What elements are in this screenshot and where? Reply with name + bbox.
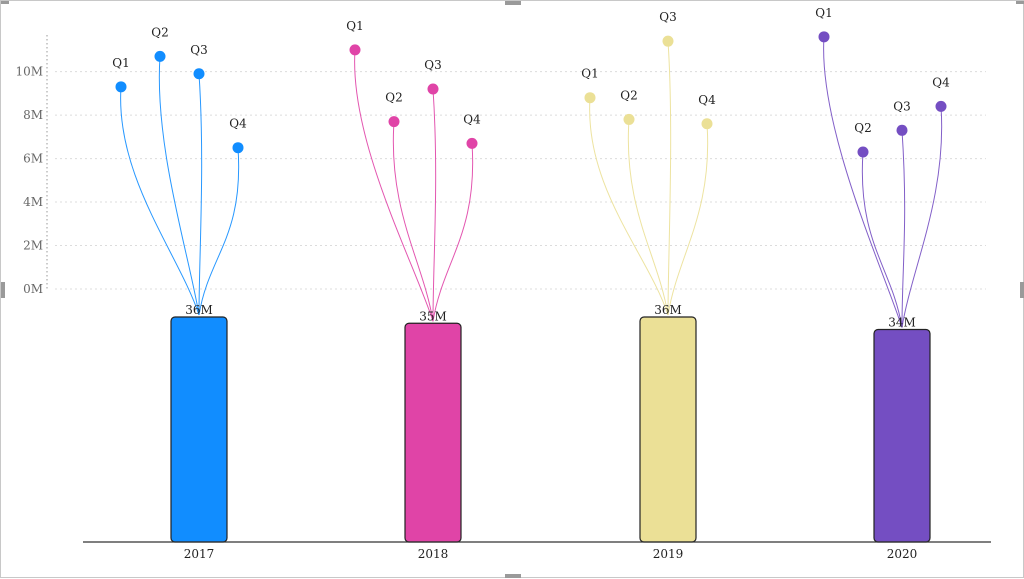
quarter-stem bbox=[823, 36, 903, 328]
quarter-stem bbox=[158, 56, 200, 316]
quarter-stems bbox=[120, 36, 943, 328]
resize-handle-bottom[interactable] bbox=[505, 574, 521, 578]
quarter-dot-2019-Q3[interactable] bbox=[662, 35, 674, 47]
quarter-stem bbox=[627, 119, 669, 316]
y-tick-label: 0M bbox=[23, 282, 43, 296]
x-tick-label: 2018 bbox=[418, 547, 449, 561]
quarter-dot-2018-Q2[interactable] bbox=[388, 116, 400, 128]
y-tick-label: 10M bbox=[15, 65, 43, 79]
quarter-label: Q4 bbox=[463, 112, 481, 126]
resize-handle-right[interactable] bbox=[1020, 282, 1024, 298]
quarter-dot-2018-Q4[interactable] bbox=[466, 137, 478, 149]
quarter-stem bbox=[120, 86, 200, 316]
quarter-dot-2017-Q3[interactable] bbox=[193, 68, 205, 80]
bar-2017[interactable] bbox=[170, 316, 228, 543]
quarter-dot-2018-Q3[interactable] bbox=[427, 83, 439, 95]
x-tick-label: 2020 bbox=[887, 547, 918, 561]
quarter-dot-2018-Q1[interactable] bbox=[349, 44, 361, 56]
quarter-label: Q3 bbox=[893, 99, 910, 113]
quarter-stem bbox=[432, 88, 437, 322]
quarter-label: Q3 bbox=[659, 10, 676, 24]
quarter-stem bbox=[861, 152, 903, 328]
total-bars bbox=[170, 316, 931, 543]
total-label: 35M bbox=[419, 309, 447, 323]
quarter-stem bbox=[198, 73, 203, 316]
quarter-label: Q3 bbox=[424, 58, 441, 72]
quarter-label: Q3 bbox=[190, 43, 207, 57]
y-tick-label: 6M bbox=[23, 152, 43, 166]
total-label: 36M bbox=[185, 303, 213, 317]
x-tick-label: 2019 bbox=[653, 547, 684, 561]
quarter-label: Q2 bbox=[854, 121, 871, 135]
quarter-label: Q2 bbox=[151, 25, 168, 39]
bar-2019[interactable] bbox=[639, 316, 697, 543]
resize-handle-top-left[interactable] bbox=[1, 1, 9, 4]
quarter-label: Q4 bbox=[932, 75, 950, 89]
quarter-dot-2017-Q1[interactable] bbox=[115, 81, 127, 93]
quarter-label: Q4 bbox=[229, 117, 247, 131]
quarter-stem bbox=[901, 130, 906, 328]
quarter-label: Q4 bbox=[698, 93, 716, 107]
quarter-stem bbox=[589, 97, 669, 316]
quarter-dot-2019-Q1[interactable] bbox=[584, 92, 596, 104]
y-tick-label: 4M bbox=[23, 195, 43, 209]
quarter-stem bbox=[198, 147, 240, 316]
quarter-stem bbox=[901, 106, 943, 328]
quarter-dot-2020-Q2[interactable] bbox=[857, 146, 869, 158]
quarter-label: Q1 bbox=[581, 67, 598, 81]
quarter-dots bbox=[115, 31, 947, 158]
quarter-label: Q2 bbox=[385, 91, 402, 105]
quarter-stem bbox=[667, 41, 672, 316]
quarter-label: Q1 bbox=[112, 56, 129, 70]
quarter-label: Q1 bbox=[346, 19, 363, 33]
quarter-label: Q1 bbox=[815, 6, 832, 20]
quarter-stem bbox=[667, 123, 709, 316]
quarter-dot-2020-Q4[interactable] bbox=[935, 100, 947, 112]
resize-handle-top-right[interactable] bbox=[1016, 1, 1024, 4]
quarter-dot-2019-Q2[interactable] bbox=[623, 113, 635, 125]
total-label: 34M bbox=[888, 316, 916, 330]
bar-2018[interactable] bbox=[404, 322, 462, 543]
y-tick-label: 2M bbox=[23, 239, 43, 253]
bar-2020[interactable] bbox=[873, 328, 931, 543]
quarter-dot-2020-Q3[interactable] bbox=[896, 124, 908, 136]
resize-handle-left[interactable] bbox=[1, 282, 5, 298]
x-tick-label: 2017 bbox=[184, 547, 215, 561]
quarter-dot-2019-Q4[interactable] bbox=[701, 118, 713, 130]
y-axis: 0M 2M 4M 6M 8M 10M bbox=[15, 35, 48, 296]
resize-handle-top[interactable] bbox=[505, 1, 521, 5]
quarter-stem bbox=[432, 143, 474, 322]
gridlines bbox=[55, 71, 986, 290]
chart-labels: 36M 2017 Q1 Q2 Q3 Q4 35M 2018 Q1 Q2 Q3 Q4 36M 2019 Q1 Q… bbox=[112, 6, 950, 561]
quarter-stem bbox=[354, 49, 434, 322]
quarter-label: Q2 bbox=[620, 88, 637, 102]
y-tick-label: 8M bbox=[23, 108, 43, 122]
quarter-dot-2020-Q1[interactable] bbox=[818, 31, 830, 43]
quarter-stem bbox=[392, 121, 434, 322]
total-label: 36M bbox=[654, 303, 682, 317]
quarter-dot-2017-Q2[interactable] bbox=[154, 50, 166, 62]
quarter-dot-2017-Q4[interactable] bbox=[232, 142, 244, 154]
